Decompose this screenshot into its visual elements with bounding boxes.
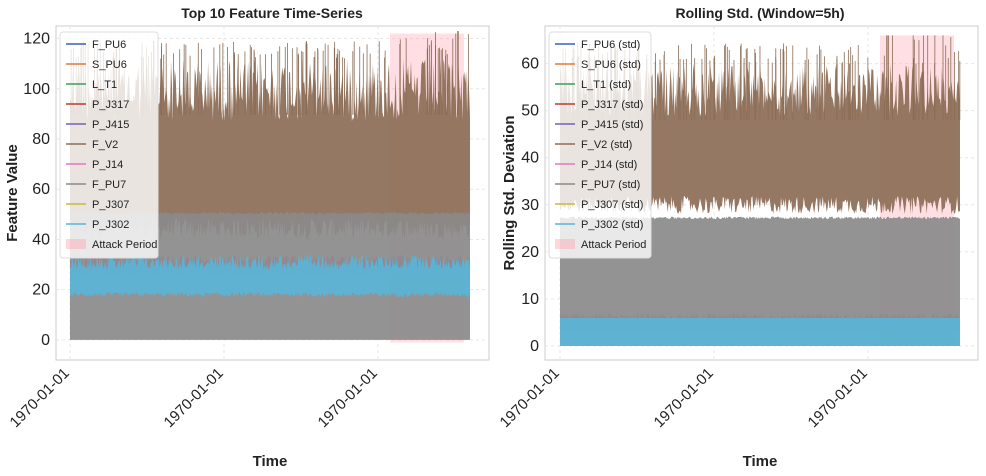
legend-entry: P_J14 (std) xyxy=(581,159,637,171)
y-axis-label: Rolling Std. Deviation xyxy=(501,115,518,270)
y-tick-label: 30 xyxy=(521,197,539,214)
chart-title: Rolling Std. (Window=5h) xyxy=(675,5,844,21)
x-tick-label: 1970-01-01 xyxy=(7,365,73,431)
x-tick-label: 1970-01-01 xyxy=(315,365,381,431)
legend-entry: F_V2 xyxy=(92,139,118,151)
series-band xyxy=(70,254,470,298)
series-band xyxy=(560,317,960,346)
y-tick-label: 60 xyxy=(32,181,50,198)
legend-entry: F_PU7 (std) xyxy=(581,179,640,191)
legend-entry-attack: Attack Period xyxy=(92,239,157,251)
y-axis-label: Feature Value xyxy=(4,144,21,242)
y-tick-label: 20 xyxy=(521,244,539,261)
x-tick-label: 1970-01-01 xyxy=(497,365,563,431)
legend-entry: P_J415 (std) xyxy=(581,119,643,131)
legend-entry: L_T1 xyxy=(92,79,117,91)
legend-entry: L_T1 (std) xyxy=(581,79,631,91)
legend: F_PU6 (std) S_PU6 (std) L_T1 (std) P_J317 (… xyxy=(548,31,652,259)
legend-entry: P_J302 (std) xyxy=(581,219,643,231)
legend-entry: P_J317 (std) xyxy=(581,99,643,111)
legend-entry: S_PU6 xyxy=(92,59,127,71)
x-axis-label: Time xyxy=(743,453,778,470)
left-chart-panel: 0 20 40 60 80 100 120 1970-01-01 1970-01-01 1970-… xyxy=(4,5,490,470)
x-tick-label: 1970-01-01 xyxy=(161,365,227,431)
legend-box xyxy=(548,31,652,259)
y-tick-label: 40 xyxy=(32,231,50,248)
legend-entry: S_PU6 (std) xyxy=(581,59,641,71)
legend-entry: P_J317 xyxy=(92,99,129,111)
y-tick-label: 10 xyxy=(521,291,539,308)
x-axis-label: Time xyxy=(253,453,288,470)
legend-entry: P_J415 xyxy=(92,119,129,131)
x-tick-label: 1970-01-01 xyxy=(651,365,717,431)
legend-entry: F_PU7 xyxy=(92,179,126,191)
y-tick-label: 120 xyxy=(23,31,50,48)
y-tick-label: 0 xyxy=(41,332,50,349)
legend-swatch-attack xyxy=(555,239,575,249)
series-band xyxy=(560,216,960,346)
legend-swatch-attack xyxy=(66,239,86,249)
series-band xyxy=(70,58,470,240)
legend-entry: P_J14 xyxy=(92,159,123,171)
legend-entry-attack: Attack Period xyxy=(581,239,646,251)
y-tick-label: 50 xyxy=(521,103,539,120)
y-tick-label: 40 xyxy=(521,150,539,167)
legend-entry: P_J307 (std) xyxy=(581,199,643,211)
y-tick-label: 80 xyxy=(32,131,50,148)
legend-entry: P_J307 xyxy=(92,199,129,211)
chart-title: Top 10 Feature Time-Series xyxy=(181,5,363,21)
y-tick-label: 100 xyxy=(23,81,50,98)
legend: F_PU6 S_PU6 L_T1 P_J317 P_J415 F_V2 P_J14 F_PU7… xyxy=(59,31,159,259)
y-tick-label: 0 xyxy=(530,338,539,355)
legend-entry: F_V2 (std) xyxy=(581,139,632,151)
legend-entry: P_J302 xyxy=(92,219,129,231)
legend-entry: F_PU6 xyxy=(92,39,126,51)
y-tick-label: 20 xyxy=(32,282,50,299)
legend-box xyxy=(59,31,159,259)
legend-entry: F_PU6 (std) xyxy=(581,39,640,51)
right-chart-panel: 0 10 20 30 40 50 60 1970-01-01 1970-01-01 1970-01… xyxy=(497,5,979,470)
x-tick-label: 1970-01-01 xyxy=(805,365,871,431)
y-tick-label: 60 xyxy=(521,56,539,73)
